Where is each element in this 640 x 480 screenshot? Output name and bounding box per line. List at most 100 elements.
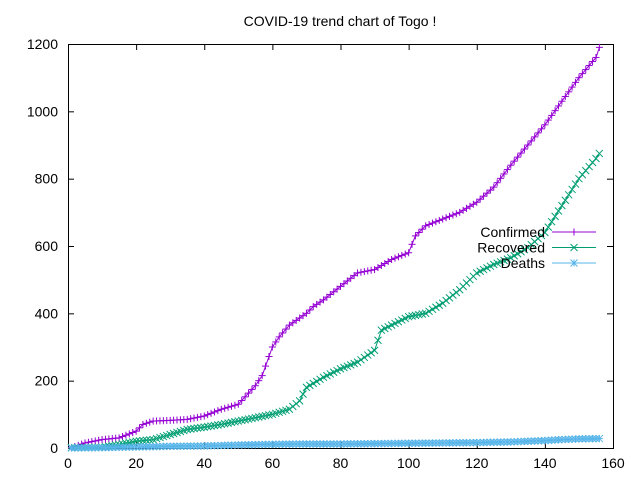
point-recovered [442, 296, 450, 305]
point-confirmed [122, 431, 130, 439]
x-tick-label: 20 [128, 455, 144, 471]
point-recovered [435, 301, 444, 310]
point-recovered [214, 421, 222, 429]
point-confirmed [425, 220, 433, 228]
point-confirmed [193, 413, 201, 421]
series-layer [67, 43, 604, 452]
point-recovered [445, 293, 454, 302]
point-recovered [145, 436, 154, 444]
axes: 0 20 40 60 80 100 120 140 160 0 200 400 600 800 1000 12… [27, 36, 625, 471]
point-confirmed [354, 269, 362, 277]
point-confirmed [210, 408, 218, 416]
x-tick-label: 80 [333, 455, 349, 471]
point-recovered [360, 353, 369, 362]
point-confirmed [302, 309, 310, 317]
point-confirmed [187, 415, 195, 423]
point-confirmed [575, 74, 583, 82]
point-confirmed [275, 333, 283, 341]
point-recovered [210, 421, 219, 430]
point-confirmed [500, 170, 508, 178]
series-deaths [67, 434, 604, 452]
y-tick-label: 600 [35, 238, 59, 254]
point-confirmed [251, 382, 259, 390]
y-tick-label: 400 [35, 305, 59, 321]
point-confirmed [282, 325, 290, 333]
point-confirmed [415, 229, 423, 237]
point-recovered [135, 437, 144, 445]
point-recovered [425, 307, 433, 316]
point-recovered [421, 309, 430, 318]
point-recovered [203, 422, 212, 431]
point-recovered [374, 336, 382, 345]
point-confirmed [480, 192, 488, 200]
point-confirmed [541, 121, 549, 129]
y-tick-label: 0 [50, 440, 58, 456]
legend-label: Deaths [501, 255, 545, 271]
point-confirmed [398, 251, 406, 259]
point-confirmed [595, 43, 603, 51]
point-confirmed [544, 116, 552, 124]
series-confirmed [67, 43, 603, 452]
point-recovered [295, 397, 304, 405]
point-recovered [370, 346, 379, 355]
point-confirmed [129, 429, 137, 437]
point-confirmed [401, 250, 409, 258]
point-recovered [517, 247, 525, 256]
y-tick-label: 800 [35, 171, 59, 187]
x-tick-label: 140 [533, 455, 557, 471]
point-recovered [183, 425, 192, 434]
legend-marker [570, 243, 578, 252]
point-recovered [452, 288, 461, 297]
x-tick-label: 120 [465, 455, 489, 471]
point-confirmed [241, 393, 249, 401]
point-recovered [571, 180, 580, 188]
point-recovered [207, 422, 215, 430]
point-recovered [564, 190, 573, 199]
legend-item-deaths: Deaths [501, 255, 596, 271]
point-recovered [561, 196, 570, 205]
point-recovered [551, 212, 559, 221]
point-confirmed [265, 353, 273, 361]
point-recovered [367, 348, 376, 357]
series-line-recovered [71, 153, 600, 449]
point-confirmed [572, 78, 580, 86]
point-confirmed [91, 437, 99, 445]
series-recovered [67, 149, 604, 452]
point-recovered [193, 424, 202, 432]
point-recovered [438, 299, 447, 308]
point-confirmed [360, 268, 368, 276]
point-confirmed [119, 433, 126, 441]
point-confirmed [234, 400, 242, 408]
legend-label: Recovered [477, 240, 545, 256]
point-confirmed [197, 413, 205, 421]
point-confirmed [446, 212, 453, 220]
point-recovered [190, 424, 198, 433]
point-confirmed [561, 93, 569, 101]
point-confirmed [258, 372, 266, 380]
point-confirmed [473, 198, 481, 206]
point-confirmed [224, 403, 232, 411]
point-confirmed [245, 389, 253, 397]
point-confirmed [214, 407, 222, 415]
point-confirmed [217, 405, 225, 413]
point-confirmed [534, 129, 542, 137]
point-confirmed [183, 415, 191, 423]
point-confirmed [115, 434, 123, 442]
point-recovered [595, 149, 604, 158]
point-confirmed [405, 249, 413, 257]
point-confirmed [497, 174, 505, 182]
legend-marker [570, 259, 578, 267]
point-confirmed [238, 397, 246, 405]
point-confirmed [510, 157, 518, 165]
point-confirmed [146, 418, 154, 426]
x-tick-label: 0 [64, 455, 72, 471]
point-confirmed [555, 102, 562, 110]
point-deaths [595, 434, 604, 443]
y-tick-label: 1000 [27, 103, 58, 119]
point-recovered [353, 358, 362, 367]
point-confirmed [136, 424, 144, 432]
legend-marker [570, 228, 578, 236]
legend-item-recovered: Recovered [477, 240, 596, 256]
